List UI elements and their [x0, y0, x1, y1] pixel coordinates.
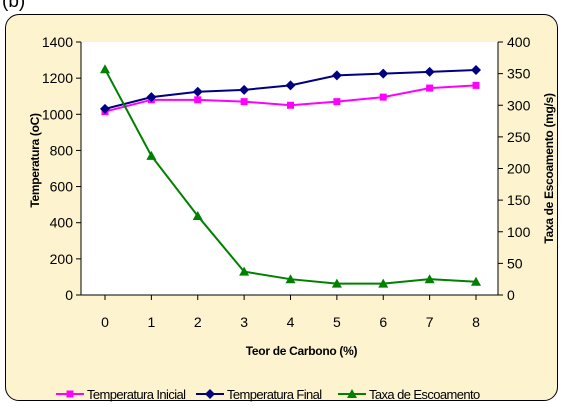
data-point-temperatura-final — [378, 68, 389, 79]
x-tick-label: 5 — [333, 314, 341, 330]
y-left-tick-label: 200 — [50, 251, 74, 267]
legend-marker — [347, 389, 357, 398]
x-tick-label: 2 — [194, 314, 202, 330]
y-left-tick-label: 1400 — [42, 34, 73, 50]
data-point-temperatura-inicial — [379, 93, 387, 101]
x-tick-label: 7 — [426, 314, 434, 330]
y-right-tick-label: 150 — [507, 192, 531, 208]
data-point-taxa-de-escoamento — [424, 274, 435, 284]
plot-area — [81, 42, 498, 295]
data-point-taxa-de-escoamento — [285, 274, 296, 284]
legend-label: Temperatura Final — [227, 387, 322, 402]
data-point-temperatura-inicial — [240, 98, 248, 106]
x-tick-label: 6 — [379, 314, 387, 330]
y-left-tick-label: 1200 — [42, 70, 73, 86]
x-tick-label: 0 — [101, 314, 109, 330]
y-right-tick-label: 50 — [507, 255, 523, 271]
data-point-temperatura-final — [331, 70, 342, 81]
data-point-temperatura-final — [424, 66, 435, 77]
data-point-temperatura-inicial — [333, 98, 341, 106]
data-point-temperatura-final — [192, 86, 203, 97]
y-right-axis-title: Taxa de Escoamento (mg/s) — [542, 93, 556, 244]
legend-marker — [205, 389, 215, 399]
series-taxa-de-escoamento — [100, 64, 481, 288]
y-left-tick-label: 400 — [50, 215, 74, 231]
legend-label: Temperatura Inicial — [87, 387, 186, 402]
data-point-taxa-de-escoamento — [192, 210, 203, 220]
x-tick-label: 4 — [287, 314, 295, 330]
x-tick-label: 3 — [240, 314, 248, 330]
data-point-taxa-de-escoamento — [100, 64, 110, 74]
y-right-tick-label: 200 — [507, 161, 531, 177]
legend-item-temperatura-inicial: Temperatura Inicial — [56, 387, 187, 402]
y-right-tick-label: 400 — [507, 34, 531, 50]
y-right-tick-label: 350 — [507, 66, 531, 82]
data-point-temperatura-inicial — [287, 101, 294, 109]
data-point-temperatura-inicial — [194, 96, 202, 104]
y-left-axis-title: Temperatura (oC) — [28, 113, 42, 208]
data-point-temperatura-final — [471, 65, 481, 76]
x-tick-label: 1 — [147, 314, 155, 330]
data-point-taxa-de-escoamento — [471, 276, 481, 286]
data-point-taxa-de-escoamento — [239, 266, 250, 276]
data-point-taxa-de-escoamento — [378, 278, 389, 288]
data-point-temperatura-inicial — [472, 81, 480, 89]
y-right-tick-label: 300 — [507, 97, 531, 113]
series-temperatura-final — [100, 65, 481, 114]
y-left-tick-label: 1000 — [42, 106, 73, 122]
figure-label: (b) — [2, 0, 26, 12]
y-right-tick-label: 250 — [507, 129, 531, 145]
y-left-tick-label: 600 — [50, 179, 74, 195]
data-point-temperatura-inicial — [426, 84, 434, 92]
legend-marker — [66, 390, 74, 398]
y-right-tick-label: 0 — [507, 287, 515, 303]
y-left-tick-label: 0 — [65, 287, 73, 303]
legend-item-taxa-de-escoamento: Taxa de Escoamento — [338, 387, 481, 402]
data-point-temperatura-final — [100, 103, 110, 114]
data-point-temperatura-final — [146, 92, 157, 103]
y-left-tick-label: 800 — [50, 142, 74, 158]
data-point-taxa-de-escoamento — [146, 150, 157, 160]
legend-label: Taxa de Escoamento — [369, 387, 480, 402]
x-tick-label: 8 — [472, 314, 480, 330]
data-point-temperatura-final — [285, 80, 296, 91]
data-point-temperatura-final — [239, 84, 250, 95]
data-point-taxa-de-escoamento — [331, 278, 342, 288]
legend-item-temperatura-final: Temperatura Final — [196, 387, 323, 402]
y-right-tick-label: 100 — [507, 224, 531, 240]
x-axis-title: Teor de Carbono (%) — [246, 344, 358, 358]
